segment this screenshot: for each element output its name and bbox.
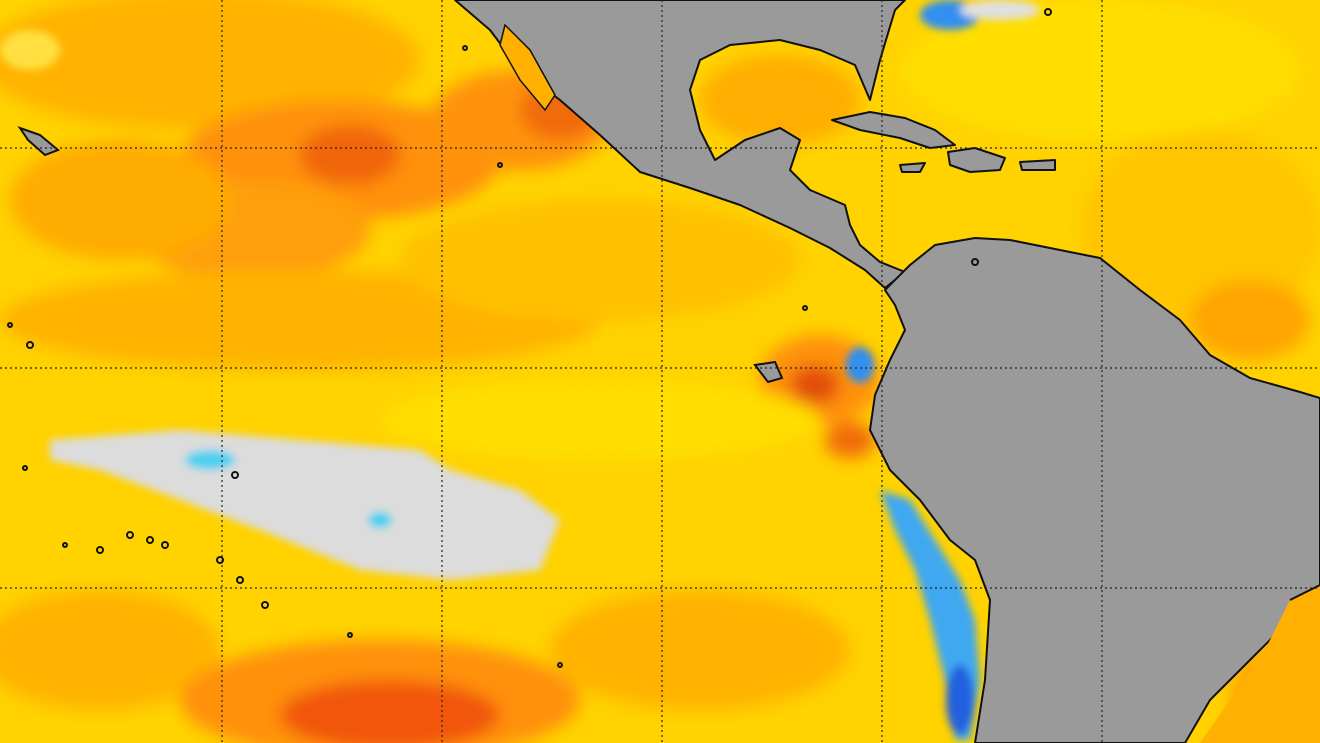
islands — [7, 8, 1052, 668]
north-america — [454, 0, 906, 289]
jamaica — [899, 162, 926, 173]
puerto-rico — [1019, 159, 1056, 171]
south-atlantic — [1200, 585, 1320, 743]
south-america — [869, 237, 1320, 743]
land — [454, 0, 1320, 743]
gulf-of-california — [499, 23, 556, 112]
cuba — [831, 111, 956, 149]
